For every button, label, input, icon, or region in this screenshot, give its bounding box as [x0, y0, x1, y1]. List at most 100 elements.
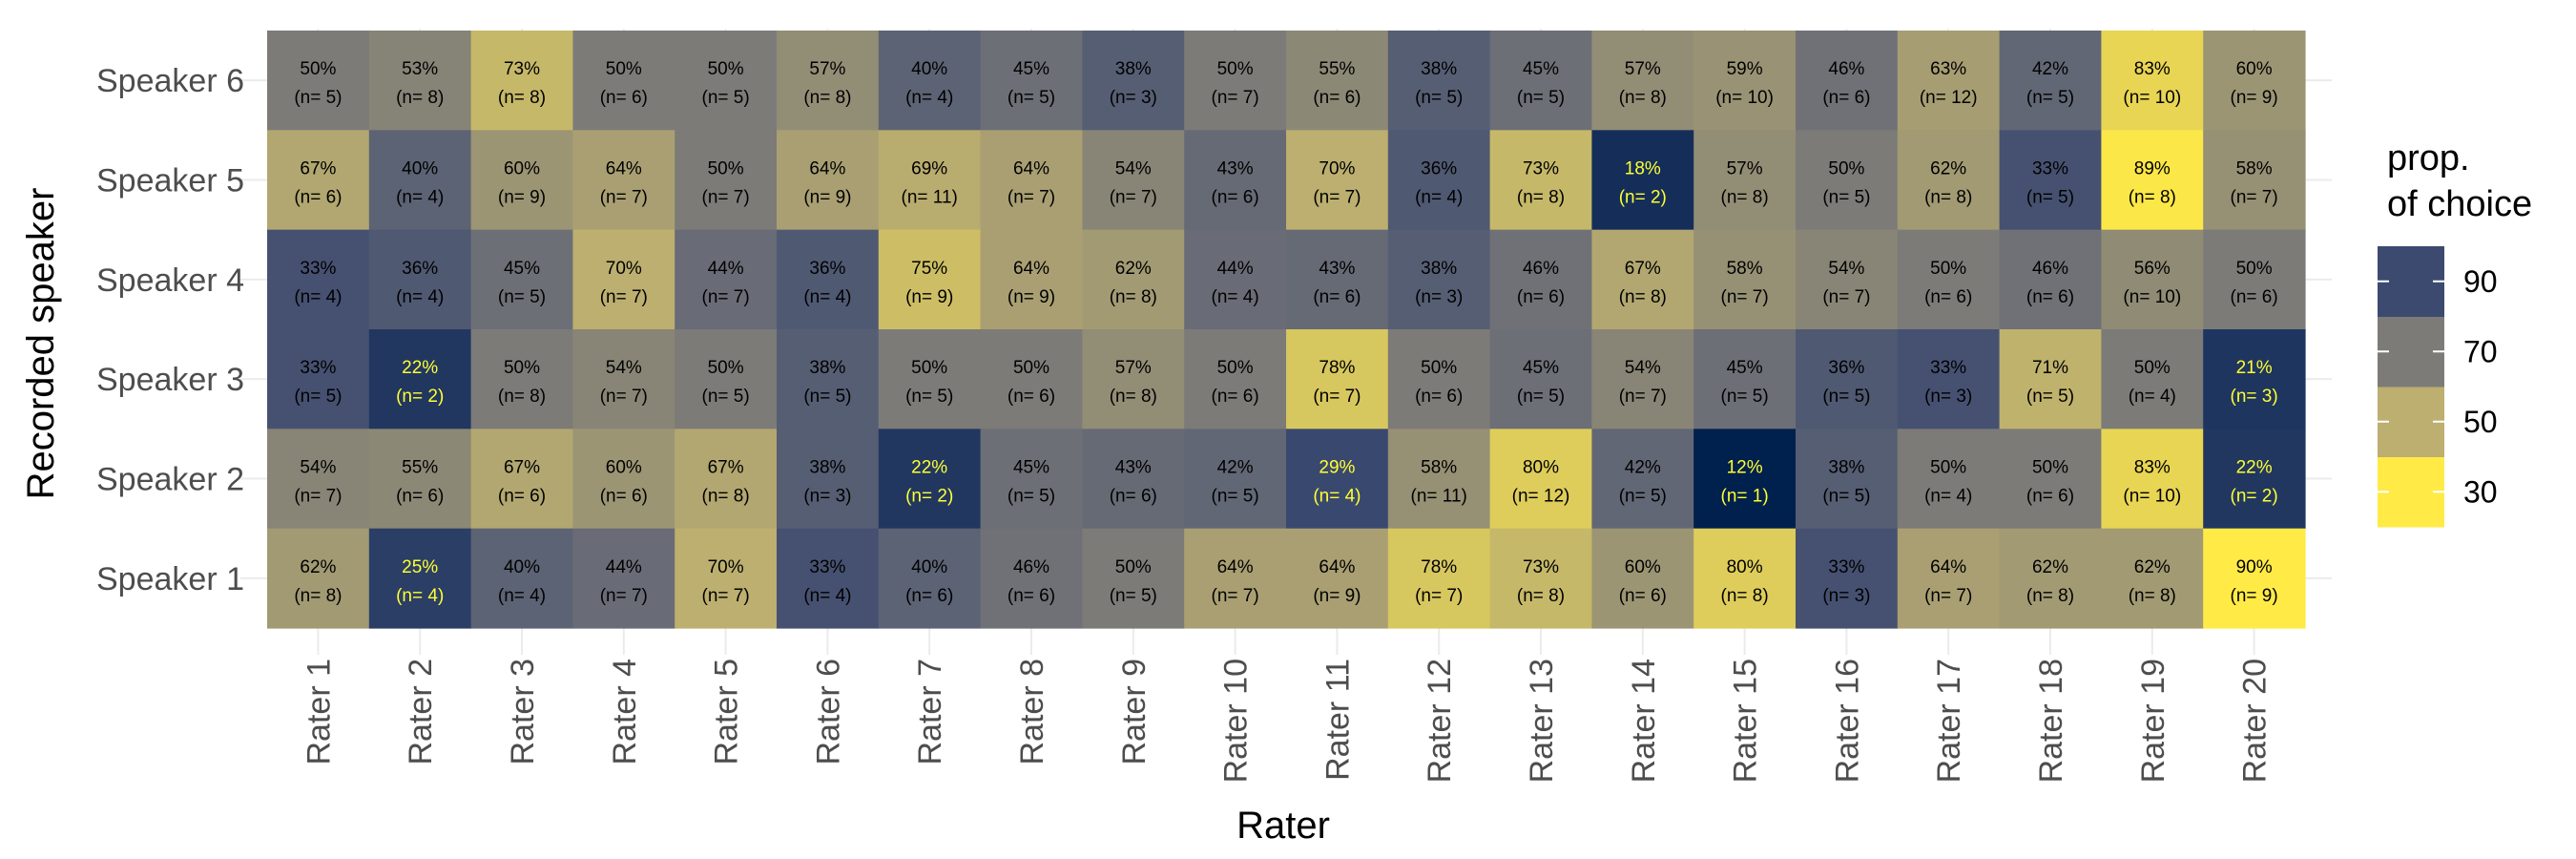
- x-tick-label: Rater 10: [1218, 659, 1255, 783]
- cell-count-label: (n= 6): [1822, 88, 1870, 108]
- cell-count-label: (n= 6): [1924, 287, 1972, 307]
- heatmap-cell: [2203, 31, 2306, 131]
- y-tick-label: Speaker 3: [96, 362, 244, 398]
- cell-count-label: (n= 2): [1619, 188, 1667, 208]
- cell-count-label: (n= 5): [1212, 487, 1259, 507]
- cell-percent-label: 62%: [2032, 557, 2068, 577]
- cell-percent-label: 50%: [708, 159, 744, 179]
- heatmap-cell: [368, 528, 472, 629]
- cell-count-label: (n= 5): [702, 387, 750, 407]
- heatmap-cell: [1489, 229, 1592, 330]
- cell-percent-label: 36%: [402, 259, 438, 279]
- cell-count-label: (n= 8): [1619, 287, 1667, 307]
- heatmap-cell: [1999, 329, 2102, 430]
- cell-percent-label: 64%: [1319, 557, 1355, 577]
- cell-percent-label: 50%: [1217, 59, 1254, 79]
- legend-tick-label: 30: [2463, 474, 2498, 509]
- heatmap-cell: [572, 229, 675, 330]
- cell-percent-label: 67%: [1625, 259, 1661, 279]
- cell-percent-label: 38%: [809, 458, 845, 478]
- heatmap-cell: [1796, 130, 1899, 231]
- heatmap-cell: [878, 429, 982, 530]
- cell-percent-label: 60%: [504, 159, 540, 179]
- cell-count-label: (n= 7): [294, 487, 342, 507]
- cell-percent-label: 36%: [1421, 159, 1457, 179]
- cell-percent-label: 60%: [1625, 557, 1661, 577]
- heatmap-cell: [1082, 329, 1185, 430]
- cell-percent-label: 78%: [1319, 358, 1355, 378]
- cell-percent-label: 50%: [1115, 557, 1152, 577]
- cell-count-label: (n= 3): [1110, 88, 1157, 108]
- heatmap-cell: [1286, 528, 1389, 629]
- heatmap-cell: [980, 329, 1083, 430]
- cell-count-label: (n= 3): [1415, 287, 1463, 307]
- cell-percent-label: 50%: [1828, 159, 1864, 179]
- heatmap-cell: [2101, 229, 2204, 330]
- heatmap-cell: [2203, 429, 2306, 530]
- heatmap-cell: [1591, 130, 1694, 231]
- cell-percent-label: 63%: [1930, 59, 1966, 79]
- cell-percent-label: 83%: [2134, 59, 2171, 79]
- cell-count-label: (n= 9): [2231, 586, 2278, 606]
- cell-percent-label: 55%: [1319, 59, 1355, 79]
- cell-percent-label: 50%: [911, 358, 947, 378]
- cell-percent-label: 80%: [1523, 458, 1559, 478]
- cell-count-label: (n= 4): [396, 287, 444, 307]
- heatmap-cell: [1693, 229, 1797, 330]
- cell-count-label: (n= 8): [1110, 287, 1157, 307]
- heatmap-cell: [980, 528, 1083, 629]
- heatmap-cell: [1693, 130, 1797, 231]
- cell-percent-label: 55%: [402, 458, 438, 478]
- cell-count-label: (n= 8): [396, 88, 444, 108]
- x-tick-label: Rater 13: [1524, 659, 1560, 783]
- cell-percent-label: 70%: [606, 259, 642, 279]
- cell-count-label: (n= 8): [2026, 586, 2074, 606]
- cell-count-label: (n= 3): [1822, 586, 1870, 606]
- cell-percent-label: 33%: [2032, 159, 2068, 179]
- heatmap-cell: [267, 130, 370, 231]
- cell-count-label: (n= 7): [702, 188, 750, 208]
- y-tick-label: Speaker 2: [96, 462, 244, 498]
- cell-count-label: (n= 7): [1313, 188, 1361, 208]
- heatmap-cell: [470, 229, 573, 330]
- cell-percent-label: 40%: [911, 59, 947, 79]
- cell-count-label: (n= 2): [905, 487, 953, 507]
- heatmap-cell: [470, 31, 573, 131]
- cell-count-label: (n= 4): [905, 88, 953, 108]
- cell-count-label: (n= 11): [902, 188, 958, 208]
- cell-percent-label: 33%: [809, 557, 845, 577]
- heatmap-cell: [1693, 329, 1797, 430]
- cell-percent-label: 54%: [1625, 358, 1661, 378]
- heatmap-cell: [267, 31, 370, 131]
- cell-percent-label: 22%: [2236, 458, 2273, 478]
- cell-percent-label: 38%: [1421, 259, 1457, 279]
- heatmap-cell: [675, 329, 778, 430]
- heatmap-cell: [777, 130, 880, 231]
- x-axis-title: Rater: [1236, 805, 1330, 847]
- cell-count-label: (n= 7): [1924, 586, 1972, 606]
- cell-percent-label: 69%: [911, 159, 947, 179]
- cell-count-label: (n= 6): [498, 487, 546, 507]
- cell-count-label: (n= 8): [1721, 188, 1769, 208]
- cell-percent-label: 62%: [300, 557, 336, 577]
- cell-percent-label: 44%: [1217, 259, 1254, 279]
- x-tick-label: Rater 17: [1931, 659, 1967, 783]
- heatmap-cell: [1796, 329, 1899, 430]
- cell-percent-label: 50%: [1217, 358, 1254, 378]
- cell-count-label: (n= 8): [294, 586, 342, 606]
- cell-count-label: (n= 11): [1411, 487, 1467, 507]
- heatmap-cell: [267, 229, 370, 330]
- cell-percent-label: 44%: [708, 259, 744, 279]
- cell-percent-label: 50%: [2236, 259, 2273, 279]
- cell-percent-label: 12%: [1727, 458, 1763, 478]
- cell-percent-label: 83%: [2134, 458, 2171, 478]
- heatmap-cell: [1184, 329, 1287, 430]
- cell-count-label: (n= 8): [1110, 387, 1157, 407]
- heatmap-cell: [1796, 429, 1899, 530]
- x-tick-label: Rater 19: [2135, 659, 2171, 783]
- cell-percent-label: 54%: [1828, 259, 1864, 279]
- y-axis-tick-labels: Speaker 6 Speaker 5 Speaker 4 Speaker 3 Spea…: [96, 63, 244, 597]
- cell-percent-label: 25%: [402, 557, 438, 577]
- heatmap-cell: [1897, 229, 2001, 330]
- cell-count-label: (n= 1): [1721, 487, 1769, 507]
